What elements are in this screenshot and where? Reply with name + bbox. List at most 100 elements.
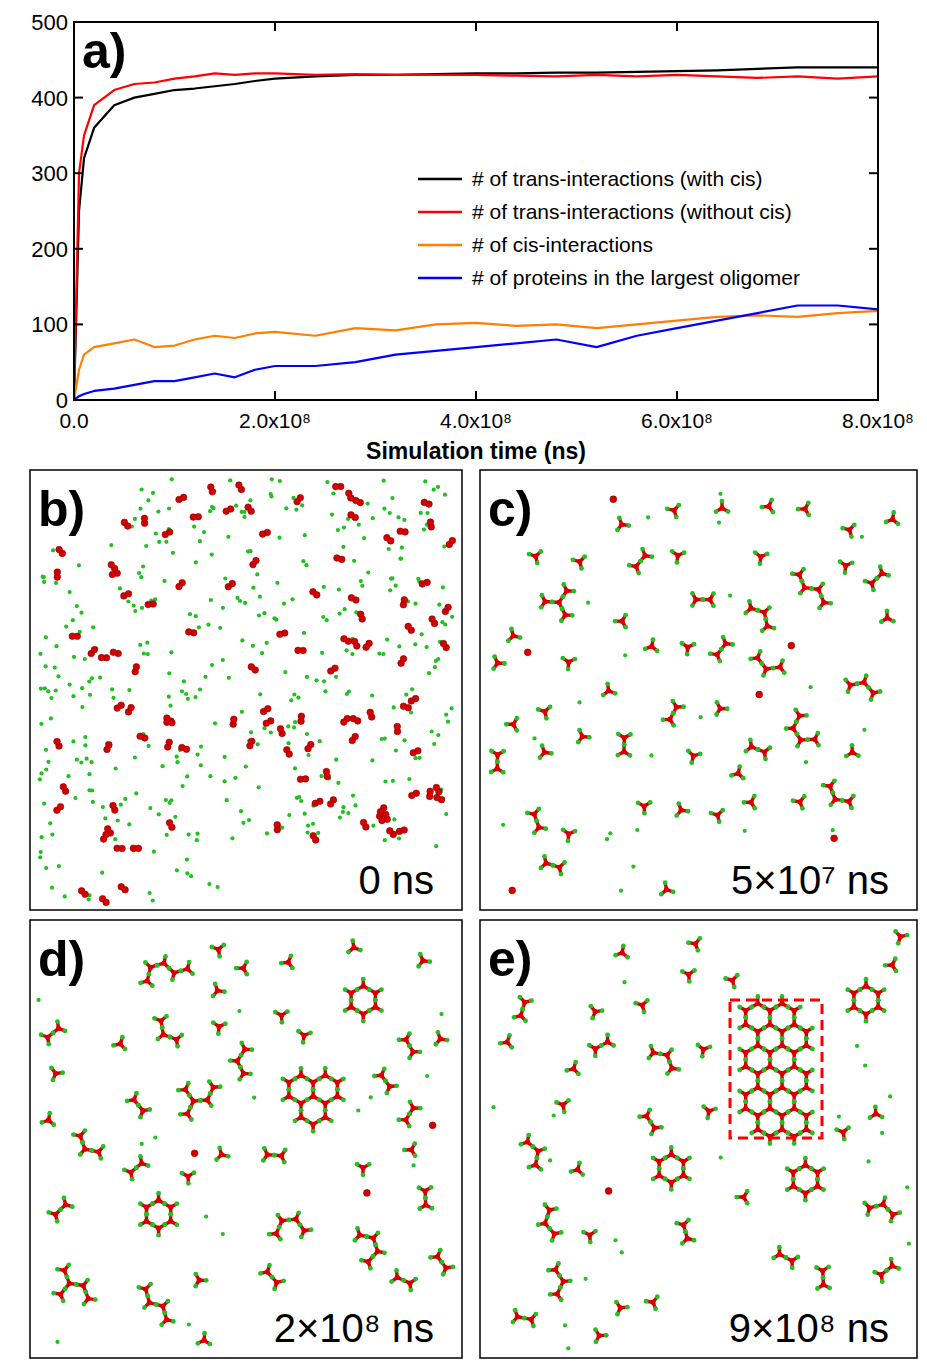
ligand-dot — [436, 733, 440, 737]
ligand-dot — [286, 724, 290, 728]
ligand-dot — [619, 889, 623, 893]
ligand-dot — [355, 1008, 360, 1013]
ligand-dot — [242, 515, 246, 519]
ligand-dot — [237, 1009, 241, 1013]
protein-dimer — [433, 784, 440, 791]
ligand-dot — [681, 704, 686, 709]
protein-dimer — [367, 709, 374, 716]
ligand-dot — [850, 560, 855, 565]
ligand-dot — [83, 735, 87, 739]
ligand-dot — [293, 766, 297, 770]
protein-dimer — [78, 888, 85, 895]
ligand-dot — [70, 1204, 75, 1209]
ligand-dot — [492, 654, 497, 659]
ligand-dot — [195, 1341, 200, 1346]
ligand-dot — [544, 716, 549, 721]
ligand-dot — [504, 722, 509, 727]
ligand-dot — [671, 711, 676, 716]
ligand-dot — [791, 798, 796, 803]
protein-core — [140, 1108, 145, 1113]
ligand-dot — [282, 602, 286, 606]
ligand-dot — [534, 818, 539, 823]
ligand-dot — [221, 1232, 225, 1236]
protein-core — [335, 1094, 340, 1099]
ligand-dot — [338, 612, 342, 616]
ligand-dot — [407, 1043, 412, 1048]
ligand-dot — [355, 987, 360, 992]
ligand-dot — [193, 695, 197, 699]
ligand-dot — [368, 1266, 373, 1271]
ligand-dot — [257, 785, 261, 789]
ligand-dot — [636, 800, 641, 805]
ligand-dot — [51, 1030, 56, 1035]
protein-core — [755, 655, 760, 660]
protein-dimer — [348, 495, 355, 502]
ligand-dot — [427, 959, 432, 964]
ligand-dot — [293, 1097, 298, 1102]
ligand-dot — [49, 1065, 54, 1070]
ligand-dot — [866, 685, 871, 690]
ligand-dot — [292, 725, 296, 729]
ligand-dot — [159, 1322, 164, 1327]
ligand-dot — [169, 798, 173, 802]
ligand-dot — [434, 844, 438, 848]
protein-core — [411, 1105, 416, 1110]
protein-core — [323, 1101, 328, 1106]
protein-core — [847, 527, 852, 532]
protein-core — [387, 1084, 392, 1089]
y-tick — [74, 399, 83, 401]
ligand-dot — [89, 1148, 94, 1153]
protein-core — [532, 812, 537, 817]
ligand-dot — [709, 811, 714, 816]
ligand-dot — [317, 1076, 322, 1081]
protein-core — [219, 1152, 224, 1157]
protein-core — [56, 1026, 61, 1031]
protein-core — [279, 1153, 284, 1158]
ligand-dot — [258, 692, 262, 696]
ligand-dot — [361, 1019, 366, 1024]
ligand-dot — [185, 858, 189, 862]
ligand-dot — [44, 748, 48, 752]
protein-dimer — [137, 733, 144, 740]
protein-core — [564, 588, 569, 593]
ligand-dot — [364, 1234, 369, 1239]
panel-label: a) — [82, 23, 126, 79]
protein-core — [216, 947, 221, 952]
ligand-dot — [394, 584, 398, 588]
protein-core — [812, 737, 817, 742]
ligand-dot — [802, 794, 807, 799]
ligand-dot — [248, 498, 252, 502]
ligand-dot — [207, 882, 211, 886]
ligand-dot — [156, 510, 160, 514]
protein-core — [235, 1058, 240, 1063]
ligand-dot — [561, 827, 566, 832]
ligand-dot — [188, 1105, 193, 1110]
ligand-dot — [109, 543, 113, 547]
ligand-dot — [63, 1286, 68, 1291]
protein-monomer — [524, 649, 531, 656]
protein-dimer — [354, 643, 361, 650]
ligand-dot — [241, 821, 245, 825]
ligand-dot — [155, 963, 160, 968]
ligand-dot — [146, 972, 151, 977]
ligand-dot — [373, 998, 378, 1003]
protein-core — [765, 623, 770, 628]
ligand-dot — [127, 822, 131, 826]
ligand-dot — [759, 661, 764, 666]
protein-core — [848, 683, 853, 688]
ligand-dot — [203, 675, 207, 679]
ligand-dot — [80, 1140, 85, 1145]
ligand-dot — [729, 773, 734, 778]
snapshot-time: 2×10⁸ ns — [274, 1306, 434, 1350]
ligand-dot — [437, 603, 441, 607]
ligand-dot — [398, 557, 402, 561]
ligand-dot — [743, 611, 748, 616]
ligand-dot — [794, 720, 799, 725]
protein-core — [144, 1219, 149, 1224]
ligand-dot — [113, 837, 117, 841]
ligand-dot — [78, 1152, 83, 1157]
ligand-dot — [238, 1065, 243, 1070]
protein-dimer — [110, 802, 117, 809]
protein-core — [435, 1254, 440, 1259]
ligand-dot — [719, 647, 724, 652]
